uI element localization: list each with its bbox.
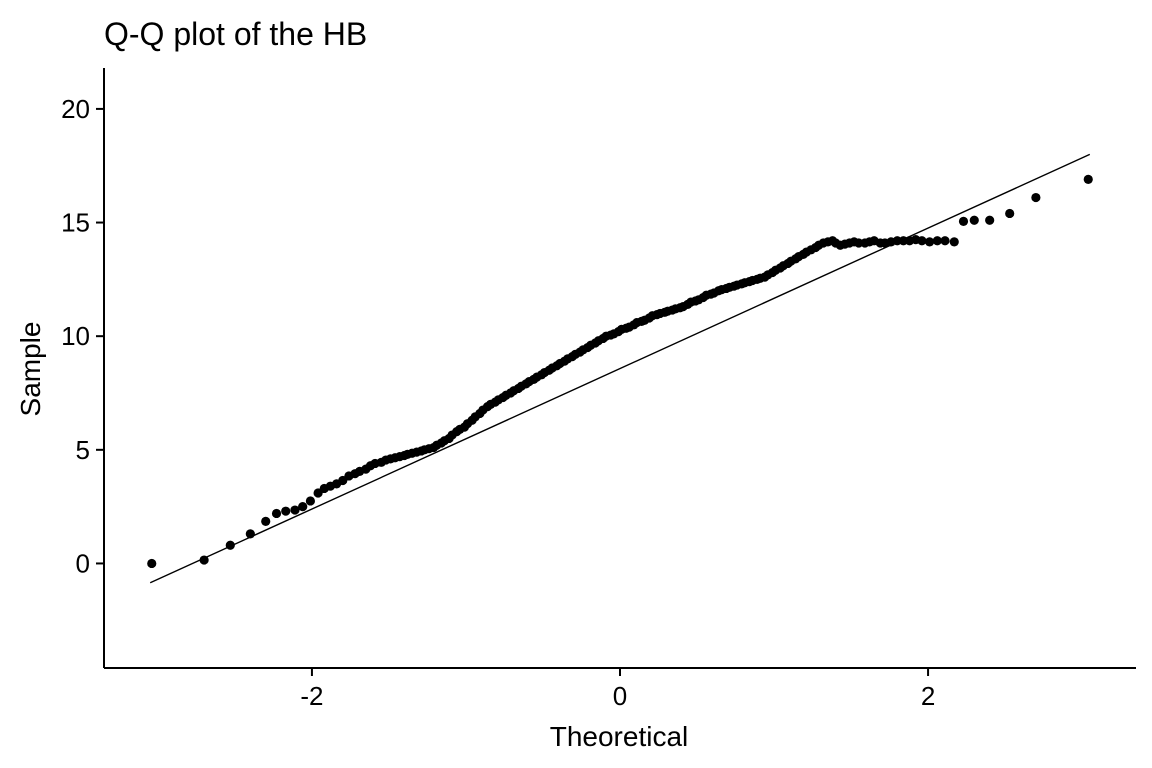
data-point (271, 508, 282, 519)
y-tick-label: 10 (61, 321, 90, 351)
data-point (147, 558, 157, 569)
data-point (958, 216, 969, 227)
data-point (949, 237, 959, 247)
data-point (917, 236, 927, 246)
data-point (298, 502, 308, 512)
data-point (1083, 174, 1093, 184)
x-tick-label: -2 (300, 681, 323, 711)
y-tick-label: 20 (61, 94, 90, 124)
data-point (1005, 208, 1015, 219)
data-point (261, 516, 271, 527)
data-point (932, 236, 942, 246)
x-tick-label: 2 (921, 681, 935, 711)
y-tick-label: 15 (61, 208, 90, 238)
y-axis-ticks: 0 5 10 15 20 (61, 94, 104, 578)
data-point (290, 505, 300, 515)
chart-title: Q-Q plot of the HB (104, 16, 367, 52)
y-axis-label: Sample (15, 322, 46, 417)
x-axis-ticks: -2 0 2 (300, 668, 935, 711)
y-tick-label: 0 (76, 548, 90, 578)
data-points (147, 174, 1093, 569)
data-point (305, 496, 315, 506)
data-point (940, 236, 950, 246)
y-tick-label: 5 (76, 435, 90, 465)
data-point (985, 215, 995, 225)
data-point (969, 215, 979, 225)
data-point (1031, 192, 1041, 203)
x-axis-label: Theoretical (550, 721, 689, 752)
data-point (281, 506, 291, 516)
x-tick-label: 0 (613, 681, 627, 711)
reference-line (149, 153, 1091, 584)
data-point (925, 237, 935, 247)
